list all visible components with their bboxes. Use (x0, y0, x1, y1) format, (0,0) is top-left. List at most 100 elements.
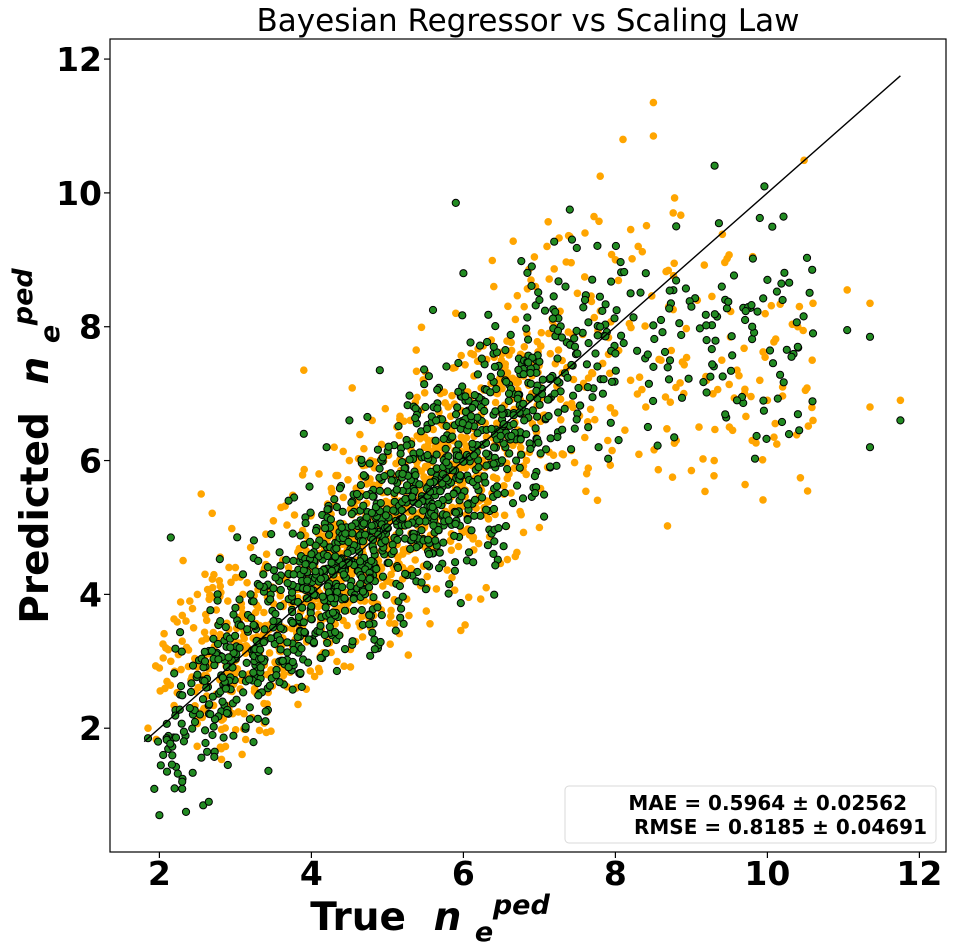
data-point (675, 319, 684, 328)
data-point (235, 643, 244, 652)
data-point (202, 634, 211, 643)
data-point (411, 556, 420, 564)
data-point (896, 396, 905, 405)
data-point (540, 306, 550, 315)
data-point (642, 221, 651, 230)
data-point (450, 586, 459, 594)
data-point (682, 324, 691, 333)
y-tick-label: 6 (79, 442, 102, 481)
data-point (345, 456, 354, 465)
data-point (457, 492, 466, 501)
data-point (700, 261, 709, 269)
data-point (759, 396, 768, 405)
data-point (401, 569, 410, 578)
data-point (662, 267, 670, 276)
data-point (245, 703, 254, 712)
data-point (259, 570, 268, 579)
data-point (262, 728, 271, 737)
data-point (590, 212, 598, 221)
data-point (395, 431, 404, 440)
data-point (526, 368, 535, 378)
data-point (247, 614, 256, 623)
data-point (808, 265, 817, 274)
data-point (325, 530, 334, 540)
data-point (358, 537, 368, 546)
data-point (249, 620, 258, 630)
data-point (517, 257, 526, 266)
data-point (490, 282, 498, 291)
data-point (289, 645, 298, 654)
data-point (432, 585, 441, 593)
x-axis-label: True n e ped (310, 890, 550, 949)
data-point (226, 643, 235, 652)
data-point (612, 306, 621, 315)
data-point (535, 523, 544, 532)
data-point (357, 455, 366, 464)
data-point (311, 526, 321, 536)
data-point (629, 313, 638, 322)
data-point (179, 556, 187, 565)
data-point (466, 338, 475, 347)
data-point (307, 550, 316, 559)
data-point (616, 258, 625, 267)
data-point (159, 654, 167, 662)
data-point (346, 663, 355, 671)
data-point (421, 402, 430, 412)
data-point (760, 182, 769, 191)
x-tick-label: 10 (744, 854, 790, 893)
data-point (359, 501, 368, 510)
data-point (205, 700, 214, 709)
x-tick-label: 4 (300, 854, 323, 893)
data-point (369, 593, 378, 602)
data-point (491, 398, 500, 407)
data-point (451, 410, 461, 419)
data-point (771, 419, 779, 428)
data-point (752, 431, 761, 441)
data-point (677, 393, 687, 402)
data-point (171, 733, 181, 742)
data-point (649, 132, 658, 140)
data-point (584, 423, 593, 432)
data-point (641, 322, 649, 330)
data-point (398, 469, 407, 478)
data-point (528, 406, 538, 415)
data-point (218, 673, 227, 682)
data-point (217, 744, 226, 753)
data-point (610, 409, 619, 417)
data-point (387, 570, 395, 579)
data-point (411, 471, 420, 480)
data-point (441, 444, 450, 453)
data-point (527, 276, 535, 284)
data-point (182, 617, 190, 625)
data-point (759, 406, 769, 415)
data-point (572, 415, 581, 424)
data-point (470, 391, 479, 400)
data-point (448, 391, 456, 400)
data-point (523, 313, 532, 322)
data-point (417, 323, 426, 332)
data-point (395, 528, 404, 537)
data-point (253, 679, 262, 688)
data-point (563, 373, 572, 382)
y-tick-label: 12 (56, 40, 102, 79)
data-point (369, 546, 378, 555)
data-point (520, 343, 529, 351)
data-point (246, 543, 255, 552)
data-point (393, 563, 403, 573)
data-point (242, 658, 251, 668)
data-point (843, 286, 851, 294)
data-point (699, 455, 707, 463)
data-point (799, 312, 808, 321)
data-point (665, 356, 675, 365)
data-point (540, 490, 549, 499)
data-point (500, 482, 508, 490)
data-point (489, 443, 499, 452)
data-point (176, 598, 185, 606)
data-point (533, 337, 542, 346)
data-point (156, 761, 165, 770)
data-point (677, 330, 686, 340)
data-point (773, 394, 782, 403)
data-point (399, 619, 408, 629)
data-point (385, 619, 394, 627)
data-point (586, 405, 595, 414)
